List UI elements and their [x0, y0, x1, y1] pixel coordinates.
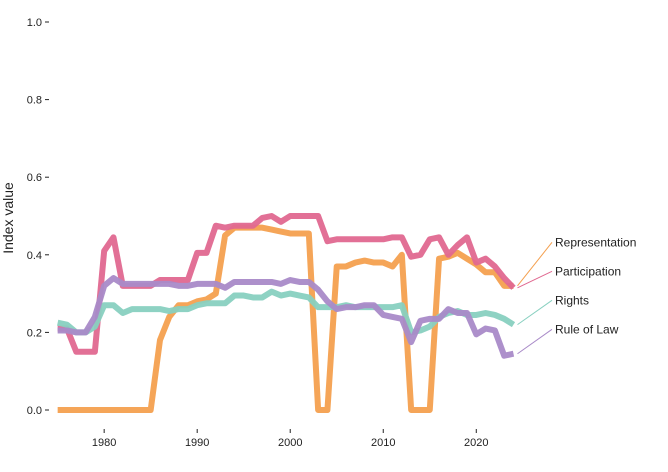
x-tick-label: 2020: [464, 437, 488, 449]
direct-labels: Representation Participation Rights Rule of…: [517, 235, 636, 355]
series-layer: [57, 213, 516, 413]
series-label-rights: Rights: [555, 293, 589, 307]
leader-line-rule-of-law: [517, 328, 553, 355]
leader-line-rights: [517, 299, 553, 326]
x-axis: 1980 1990 2000 2010 2020: [92, 429, 489, 449]
leader-line-representation: [517, 242, 553, 287]
y-axis: 0.0 0.2 0.4 0.6 0.8 1.0: [27, 17, 49, 417]
series-line-rule-of-law: [57, 275, 515, 359]
y-tick-label: 0.6: [27, 172, 42, 184]
y-tick-label: 0.4: [27, 250, 42, 262]
series-label-rule-of-law: Rule of Law: [555, 322, 619, 336]
series-label-representation: Representation: [555, 235, 636, 249]
x-tick-label: 1990: [185, 437, 209, 449]
y-tick-label: 0.2: [27, 327, 42, 339]
y-tick-label: 1.0: [27, 17, 42, 29]
leader-line-participation: [517, 270, 553, 289]
x-tick-label: 1980: [92, 437, 116, 449]
series-line-representation: [57, 224, 514, 413]
y-tick-label: 0.0: [27, 405, 42, 417]
y-tick-label: 0.8: [27, 95, 42, 107]
x-tick-label: 2000: [278, 437, 302, 449]
series-label-participation: Participation: [555, 264, 621, 278]
y-axis-title: Index value: [0, 182, 16, 254]
x-tick-label: 2010: [371, 437, 395, 449]
